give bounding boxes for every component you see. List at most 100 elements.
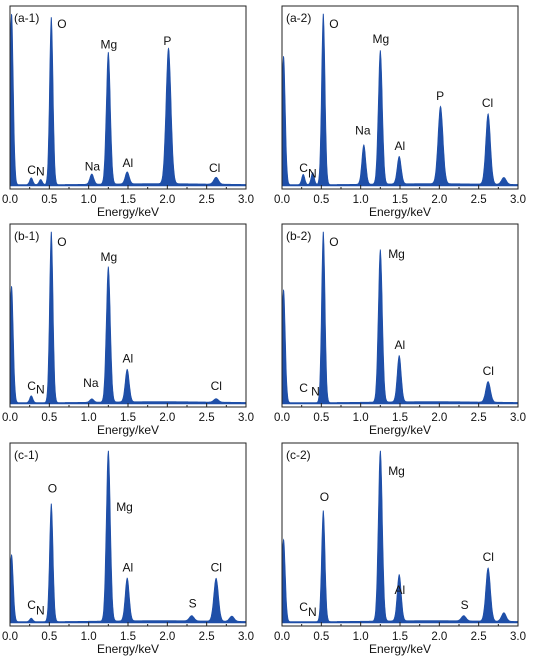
x-tick-label: 0.5: [313, 631, 329, 643]
peak-label-cl: Cl: [482, 96, 493, 110]
x-tick-label: 2.5: [471, 631, 487, 643]
peak-label-na: Na: [83, 376, 99, 390]
x-axis-label: Energy/keV: [97, 642, 159, 656]
x-tick-label: 0.0: [274, 194, 290, 206]
peak-label-n: N: [308, 166, 317, 180]
x-tick-label: 0.5: [313, 412, 329, 424]
peak-label-n: N: [308, 605, 317, 619]
peak-label-cl: Cl: [209, 161, 220, 175]
x-tick-label: 1.0: [81, 194, 97, 206]
peak-label-n: N: [311, 384, 320, 398]
x-tick-label: 1.5: [392, 194, 408, 206]
x-tick-label: 3.0: [510, 194, 526, 206]
peak-label-p: P: [163, 34, 171, 48]
spectrum-area: [281, 13, 519, 187]
x-axis-label: Energy/keV: [97, 205, 159, 219]
peak-label-al: Al: [394, 583, 405, 597]
x-tick-label: 2.5: [471, 412, 487, 424]
panel-label: (a-2): [286, 11, 311, 25]
peak-label-o: O: [57, 235, 66, 249]
x-tick-label: 1.0: [353, 194, 369, 206]
x-tick-label: 2.0: [159, 194, 175, 206]
spectrum-area: [281, 231, 519, 405]
x-tick-label: 0.0: [2, 194, 18, 206]
panel-label: (b-1): [14, 229, 39, 243]
peak-label-o: O: [57, 17, 66, 31]
peak-label-o: O: [329, 17, 338, 31]
x-tick-label: 1.5: [120, 412, 136, 424]
peak-label-c: C: [27, 163, 36, 177]
panel-b-1: (b-1) O Mg Al Na C N Cl 0.0 0.5 1.0 1.5 2.0 2.5 3.0 Ene…: [2, 223, 254, 437]
x-tick-label: 1.5: [120, 631, 136, 643]
panel-a-1: (a-1) O Mg P C N Na Al Cl 0.0 0.5 1.0 1.5 2.0 2.5 3.0 En…: [2, 5, 254, 219]
peak-label-al: Al: [394, 338, 405, 352]
spectrum-area: [9, 450, 247, 624]
x-tick-label: 2.0: [159, 631, 175, 643]
x-axis-label: Energy/keV: [97, 423, 159, 437]
peak-label-n: N: [36, 603, 45, 617]
x-tick-label: 3.0: [238, 631, 254, 643]
x-tick-label: 2.0: [431, 412, 447, 424]
x-tick-label: 1.0: [81, 631, 97, 643]
peak-label-cl: Cl: [211, 560, 222, 574]
x-tick-label: 0.5: [41, 412, 57, 424]
peak-label-p: P: [436, 89, 444, 103]
peak-label-na: Na: [355, 123, 371, 137]
peak-label-o: O: [329, 235, 338, 249]
x-tick-label: 3.0: [238, 194, 254, 206]
x-tick-label: 2.0: [431, 631, 447, 643]
panel-label: (a-1): [14, 11, 39, 25]
x-tick-label: 0.5: [313, 194, 329, 206]
peak-label-cl: Cl: [483, 364, 494, 378]
x-tick-label: 0.5: [41, 631, 57, 643]
peak-label-mg: Mg: [116, 500, 133, 514]
peak-label-mg: Mg: [372, 32, 389, 46]
x-tick-label: 0.0: [2, 631, 18, 643]
x-tick-label: 1.5: [392, 412, 408, 424]
peak-label-cl: Cl: [211, 379, 222, 393]
peak-label-al: Al: [122, 156, 133, 170]
x-tick-label: 0.5: [41, 194, 57, 206]
panel-c-2: (c-2) O Mg Al Cl S C N 0.0 0.5 1.0 1.5 2.0 2.5 3.0 Ener…: [274, 442, 526, 656]
x-tick-label: 1.0: [353, 412, 369, 424]
x-tick-label: 2.5: [199, 194, 215, 206]
spectrum-area: [9, 231, 247, 405]
x-tick-label: 2.0: [159, 412, 175, 424]
peak-label-c: C: [299, 381, 308, 395]
x-tick-label: 2.5: [471, 194, 487, 206]
peak-label-s: S: [461, 598, 469, 612]
peak-label-al: Al: [122, 560, 133, 574]
peak-label-c: C: [299, 161, 308, 175]
x-tick-label: 2.0: [431, 194, 447, 206]
peak-label-c: C: [27, 598, 36, 612]
panel-label: (c-1): [14, 448, 39, 462]
panel-label: (b-2): [286, 229, 311, 243]
peak-label-al: Al: [394, 139, 405, 153]
x-axis-label: Energy/keV: [369, 205, 431, 219]
x-tick-label: 2.5: [199, 631, 215, 643]
x-tick-label: 1.0: [81, 412, 97, 424]
peak-label-mg: Mg: [388, 247, 405, 261]
peak-label-c: C: [27, 379, 36, 393]
panel-b-2: (b-2) O Mg Al Cl C N 0.0 0.5 1.0 1.5 2.0 2.5 3.0 Energ…: [274, 223, 526, 437]
x-tick-label: 2.5: [199, 412, 215, 424]
peak-label-al: Al: [122, 352, 133, 366]
panel-label: (c-2): [286, 448, 311, 462]
x-tick-label: 1.5: [392, 631, 408, 643]
x-tick-label: 3.0: [510, 412, 526, 424]
x-tick-label: 0.0: [2, 412, 18, 424]
peak-label-o: O: [320, 490, 329, 504]
x-tick-label: 3.0: [510, 631, 526, 643]
peak-label-c: C: [299, 600, 308, 614]
peak-label-s: S: [189, 597, 197, 611]
x-axis-label: Energy/keV: [369, 423, 431, 437]
peak-label-o: O: [48, 481, 57, 495]
x-tick-label: 3.0: [238, 412, 254, 424]
panel-c-1: (c-1) O Mg Al Cl S C N 0.0 0.5 1.0 1.5 2.0 2.5 3.0 Ener…: [2, 442, 254, 656]
peak-label-mg: Mg: [100, 37, 117, 51]
x-tick-label: 1.5: [120, 194, 136, 206]
x-axis-label: Energy/keV: [369, 642, 431, 656]
peak-label-mg: Mg: [388, 464, 405, 478]
peak-label-n: N: [36, 165, 45, 179]
